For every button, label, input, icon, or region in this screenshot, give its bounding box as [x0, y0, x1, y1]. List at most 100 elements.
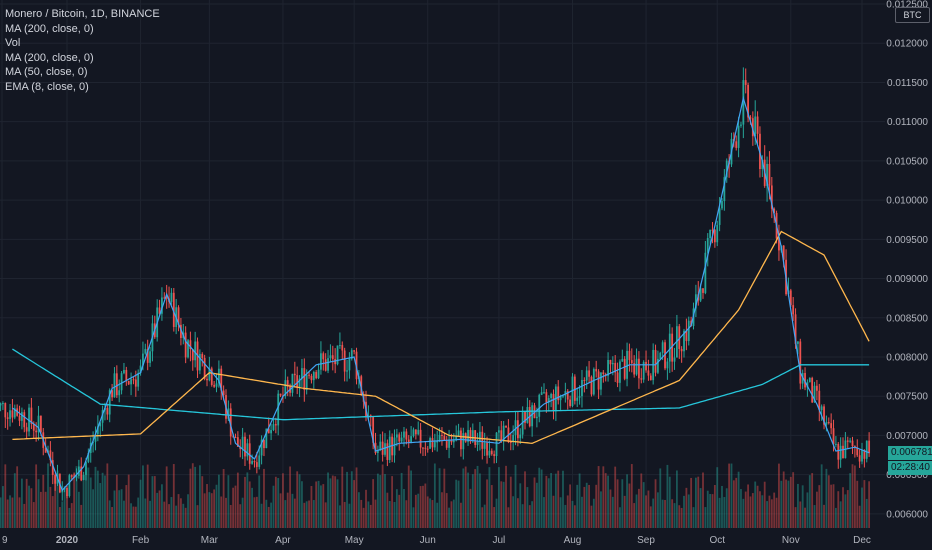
candle-body[interactable]	[296, 375, 299, 388]
legend-indicator-vol[interactable]: Vol	[5, 37, 21, 50]
candle-body[interactable]	[187, 340, 189, 358]
candle-body[interactable]	[149, 351, 151, 363]
candle-body[interactable]	[410, 436, 413, 443]
candle-body[interactable]	[661, 342, 664, 353]
candle-body[interactable]	[687, 320, 690, 342]
candle-body[interactable]	[839, 445, 842, 460]
candle-body[interactable]	[113, 373, 116, 398]
candle-body[interactable]	[341, 345, 344, 351]
candle-body[interactable]	[270, 430, 272, 434]
candle-body[interactable]	[384, 443, 386, 455]
candle-body[interactable]	[756, 116, 759, 134]
currency-badge[interactable]: BTC	[895, 7, 930, 23]
candle-body[interactable]	[827, 422, 830, 424]
candle-body[interactable]	[405, 431, 408, 440]
candle-body[interactable]	[607, 359, 609, 376]
candle-body[interactable]	[350, 350, 353, 359]
candle-body[interactable]	[329, 355, 332, 359]
candle-body[interactable]	[649, 375, 652, 381]
candle-body[interactable]	[331, 355, 334, 360]
candle-body[interactable]	[229, 408, 232, 437]
candle-body[interactable]	[858, 455, 861, 462]
candle-body[interactable]	[550, 393, 553, 399]
candle-body[interactable]	[63, 487, 66, 490]
candle-body[interactable]	[566, 391, 569, 400]
candle-body[interactable]	[251, 461, 254, 464]
candle-body[interactable]	[868, 440, 871, 454]
candle-body[interactable]	[108, 390, 111, 415]
candle-body[interactable]	[417, 429, 420, 435]
candle-body[interactable]	[298, 378, 301, 388]
legend-indicator-ma200[interactable]: MA (200, close, 0)	[5, 22, 94, 35]
candle-body[interactable]	[403, 431, 405, 438]
candle-body[interactable]	[811, 377, 814, 403]
candle-body[interactable]	[336, 345, 339, 365]
candle-body[interactable]	[2, 403, 4, 405]
candle-body[interactable]	[49, 450, 52, 461]
candle-body[interactable]	[18, 415, 21, 421]
candle-body[interactable]	[21, 412, 23, 421]
candle-body[interactable]	[431, 438, 434, 448]
candle-body[interactable]	[754, 116, 757, 137]
candle-body[interactable]	[816, 385, 818, 391]
candle-body[interactable]	[737, 125, 740, 148]
candle-body[interactable]	[813, 385, 816, 403]
candle-body[interactable]	[0, 403, 2, 406]
candle-body[interactable]	[422, 447, 424, 449]
candle-body[interactable]	[865, 440, 868, 459]
candle-body[interactable]	[794, 314, 797, 344]
candle-body[interactable]	[488, 450, 491, 456]
candle-body[interactable]	[163, 297, 166, 299]
candle-body[interactable]	[44, 447, 47, 453]
legend-symbol[interactable]: Monero / Bitcoin, 1D, BINANCE	[5, 8, 160, 20]
candle-body[interactable]	[9, 410, 11, 419]
candle-body[interactable]	[498, 430, 500, 433]
candle-body[interactable]	[711, 229, 714, 231]
candle-body[interactable]	[778, 238, 780, 251]
candle-body[interactable]	[414, 429, 417, 435]
candle-body[interactable]	[597, 371, 600, 390]
candle-body[interactable]	[327, 358, 329, 371]
candle-body[interactable]	[272, 424, 275, 431]
candle-body[interactable]	[436, 441, 439, 443]
candle-body[interactable]	[452, 440, 455, 443]
candle-body[interactable]	[111, 390, 113, 398]
candle-body[interactable]	[716, 224, 719, 243]
candle-body[interactable]	[602, 372, 605, 375]
candle-body[interactable]	[516, 420, 519, 439]
candle-body[interactable]	[642, 361, 645, 380]
candle-body[interactable]	[735, 141, 738, 148]
candle-body[interactable]	[830, 423, 833, 429]
candle-body[interactable]	[789, 290, 792, 306]
candle-body[interactable]	[360, 376, 363, 395]
candle-body[interactable]	[210, 368, 213, 385]
candle-body[interactable]	[585, 370, 588, 381]
candle-body[interactable]	[505, 425, 507, 428]
candle-body[interactable]	[469, 429, 472, 442]
candle-body[interactable]	[842, 445, 844, 459]
candle-body[interactable]	[101, 410, 104, 423]
candle-body[interactable]	[68, 475, 71, 497]
candle-body[interactable]	[51, 460, 54, 475]
candle-body[interactable]	[820, 406, 823, 411]
candle-body[interactable]	[543, 392, 545, 394]
candle-body[interactable]	[241, 436, 244, 450]
candle-body[interactable]	[545, 392, 548, 403]
candle-body[interactable]	[198, 354, 201, 371]
candle-body[interactable]	[740, 124, 742, 126]
candle-body[interactable]	[374, 442, 377, 454]
candle-body[interactable]	[483, 442, 486, 449]
candle-body[interactable]	[203, 357, 206, 379]
candle-body[interactable]	[647, 370, 650, 376]
candle-body[interactable]	[685, 330, 688, 342]
candle-body[interactable]	[142, 353, 144, 366]
candle-body[interactable]	[161, 297, 163, 314]
candle-body[interactable]	[312, 372, 315, 381]
candle-body[interactable]	[301, 368, 303, 379]
candle-body[interactable]	[571, 376, 574, 406]
candle-body[interactable]	[201, 354, 204, 358]
candle-body[interactable]	[310, 375, 313, 381]
candle-body[interactable]	[723, 177, 726, 202]
candle-body[interactable]	[856, 447, 859, 456]
candle-body[interactable]	[320, 353, 322, 370]
